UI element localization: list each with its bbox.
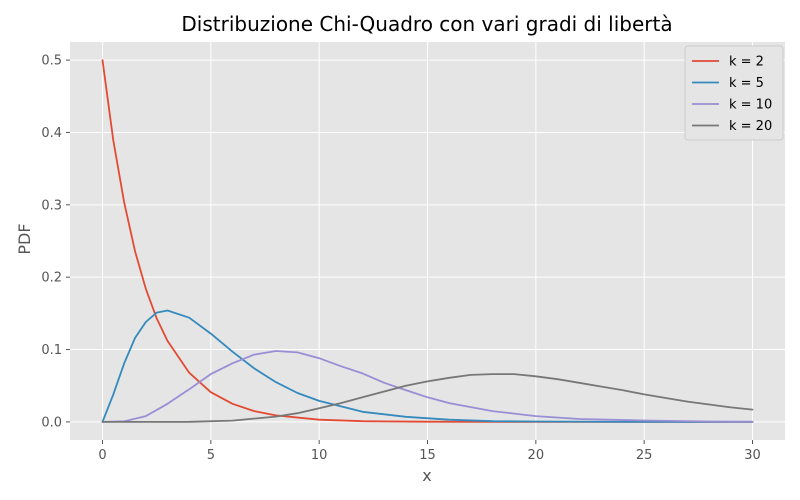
legend-label: k = 5 — [729, 76, 764, 91]
series-line-k-20 — [101, 373, 754, 423]
x-tick-label: 5 — [207, 448, 215, 463]
legend-label: k = 10 — [729, 98, 772, 113]
y-tick-label: 0.0 — [41, 415, 62, 430]
y-axis-label: PDF — [15, 223, 34, 254]
y-tick-label: 0.4 — [41, 126, 62, 141]
y-tick-label: 0.1 — [41, 343, 62, 358]
y-axis-ticks: 0.0 0.1 0.2 0.3 0.4 0.5 — [41, 54, 70, 430]
series-line-k-10 — [101, 350, 754, 423]
x-tick-label: 20 — [528, 448, 545, 463]
series-line-k-2 — [101, 59, 754, 423]
x-tick-label: 10 — [311, 448, 328, 463]
x-axis-label: x — [422, 466, 431, 485]
x-axis-ticks: 0 5 10 15 20 25 30 — [98, 440, 761, 463]
series-lines — [101, 59, 754, 423]
x-tick-label: 25 — [636, 448, 653, 463]
y-tick-label: 0.2 — [41, 271, 62, 286]
y-tick-label: 0.3 — [41, 198, 62, 213]
x-tick-label: 30 — [744, 448, 761, 463]
legend-label: k = 20 — [729, 119, 772, 134]
legend: k = 2 k = 5 k = 10 k = 20 — [684, 45, 784, 141]
series-line-k-5 — [101, 309, 754, 423]
x-tick-label: 15 — [419, 448, 436, 463]
y-tick-label: 0.5 — [41, 54, 62, 69]
legend-label: k = 2 — [729, 55, 764, 70]
legend-box — [684, 45, 784, 141]
x-tick-label: 0 — [98, 448, 106, 463]
chart-title: Distribuzione Chi-Quadro con vari gradi … — [181, 12, 672, 36]
